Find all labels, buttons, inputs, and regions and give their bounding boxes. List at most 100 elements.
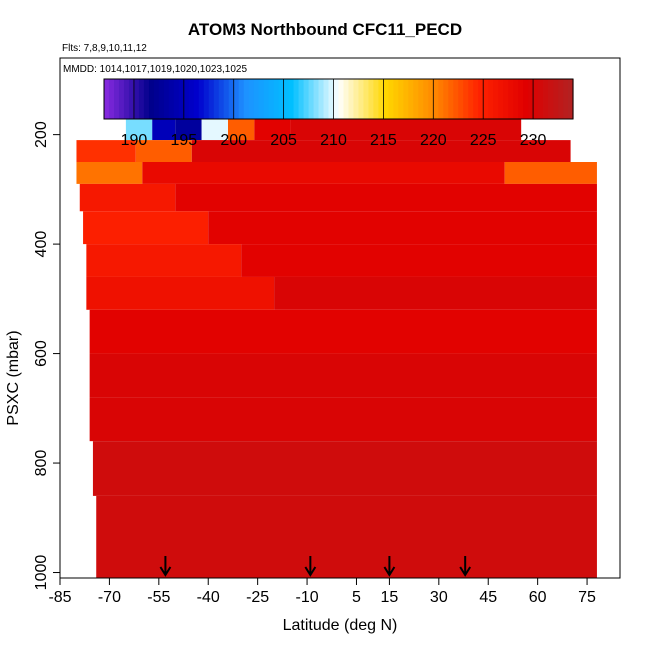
colorbar-swatch — [188, 79, 195, 119]
colorbar-swatch — [498, 79, 504, 119]
colorbar-swatch — [273, 79, 280, 119]
heatmap-cell — [89, 353, 597, 398]
colorbar-swatch — [543, 79, 549, 119]
colorbar-swatch — [283, 79, 290, 119]
chart-title: ATOM3 Northbound CFC11_PECD — [187, 20, 463, 39]
heatmap-cell — [254, 118, 291, 141]
heatmap-cell — [76, 140, 136, 162]
colorbar-swatch — [138, 79, 145, 119]
colorbar-swatch — [148, 79, 155, 119]
flights-subtitle: Flts: 7,8,9,10,11,12 — [62, 43, 147, 54]
colorbar-swatch — [393, 79, 399, 119]
colorbar-swatch — [328, 79, 335, 119]
colorbar-swatch — [353, 79, 360, 119]
colorbar-swatch — [223, 79, 230, 119]
heatmap-cell — [89, 309, 597, 354]
x-tick-label: -25 — [246, 589, 269, 606]
dates-subtitle: MMDD: 1014,1017,1019,1020,1023,1025 — [63, 64, 247, 75]
colorbar-swatch — [308, 79, 315, 119]
colorbar-tick-label: 230 — [520, 132, 547, 149]
colorbar-tick-label: 200 — [220, 132, 247, 149]
colorbar-tick-label: 195 — [170, 132, 197, 149]
colorbar-swatch — [428, 79, 434, 119]
colorbar-swatch — [443, 79, 449, 119]
x-axis-label: Latitude (deg N) — [283, 617, 398, 634]
colorbar-swatch — [553, 79, 559, 119]
heatmap-cell — [96, 495, 597, 578]
colorbar-swatch — [298, 79, 305, 119]
colorbar-swatch — [288, 79, 295, 119]
heatmap-cell — [92, 441, 597, 496]
x-tick-label: 75 — [578, 589, 596, 606]
colorbar-swatch — [233, 79, 240, 119]
colorbar-swatch — [118, 79, 125, 119]
colorbar-swatch — [503, 79, 509, 119]
colorbar-swatch — [473, 79, 479, 119]
x-tick-label: 5 — [352, 589, 361, 606]
heatmap-cell — [83, 211, 209, 245]
colorbar-swatch — [533, 79, 539, 119]
colorbar-swatch — [418, 79, 424, 119]
colorbar-swatch — [123, 79, 130, 119]
colorbar: 190 195 200 205 210 215 220 225 230 — [103, 78, 574, 149]
heatmap-cell — [175, 118, 202, 141]
arrow-head — [383, 566, 396, 577]
colorbar-swatch — [368, 79, 375, 119]
colorbar-swatch — [228, 79, 235, 119]
colorbar-swatch — [238, 79, 245, 119]
colorbar-swatch — [258, 79, 265, 119]
colorbar-swatch — [163, 79, 170, 119]
y-tick-label: 400 — [33, 231, 50, 258]
arrow-head — [159, 566, 172, 577]
heatmap-layer — [76, 118, 597, 578]
colorbar-swatch — [373, 79, 380, 119]
down-arrow-icon — [459, 556, 472, 577]
x-tick-label: -55 — [147, 589, 170, 606]
colorbar-swatch — [558, 79, 564, 119]
colorbar-swatch — [433, 79, 439, 119]
arrow-head — [304, 566, 317, 577]
colorbar-swatch — [333, 79, 340, 119]
colorbar-swatch — [408, 79, 414, 119]
heatmap-cell — [79, 183, 176, 212]
colorbar-tick-label: 215 — [370, 132, 397, 149]
x-tick-label: 60 — [529, 589, 547, 606]
colorbar-border — [103, 78, 574, 120]
colorbar-swatch — [538, 79, 544, 119]
heatmap-cell — [228, 118, 255, 141]
colorbar-swatch — [518, 79, 524, 119]
x-tick-label: -40 — [197, 589, 220, 606]
y-tick-label: 1000 — [33, 555, 50, 591]
colorbar-swatch — [413, 79, 419, 119]
colorbar-swatch — [303, 79, 310, 119]
colorbar-swatch — [483, 79, 489, 119]
colorbar-swatch — [268, 79, 275, 119]
colorbar-swatch — [453, 79, 459, 119]
colorbar-tick-label: 210 — [320, 132, 347, 149]
colorbar-swatch — [458, 79, 464, 119]
colorbar-swatch — [493, 79, 499, 119]
colorbar-swatch — [478, 79, 484, 119]
colorbar-swatch — [173, 79, 180, 119]
heatmap-cell — [504, 162, 597, 184]
colorbar-swatch — [348, 79, 355, 119]
y-tick-label: 800 — [33, 450, 50, 477]
colorbar-swatch — [183, 79, 190, 119]
heatmap-cell — [86, 244, 242, 277]
y-tick-label: 200 — [33, 121, 50, 148]
colorbar-swatch — [213, 79, 220, 119]
heatmap-cell — [290, 118, 522, 141]
arrow-head — [459, 566, 472, 577]
colorbar-swatch — [128, 79, 135, 119]
colorbar-swatch — [178, 79, 185, 119]
colorbar-swatch — [323, 79, 330, 119]
colorbar-swatch — [203, 79, 210, 119]
down-arrow-icon — [304, 556, 317, 577]
colorbar-swatch — [133, 79, 140, 119]
heatmap-cell — [175, 183, 597, 212]
colorbar-swatch — [153, 79, 160, 119]
colorbar-swatch — [438, 79, 444, 119]
colorbar-swatch — [388, 79, 394, 119]
colorbar-swatch — [104, 79, 110, 119]
